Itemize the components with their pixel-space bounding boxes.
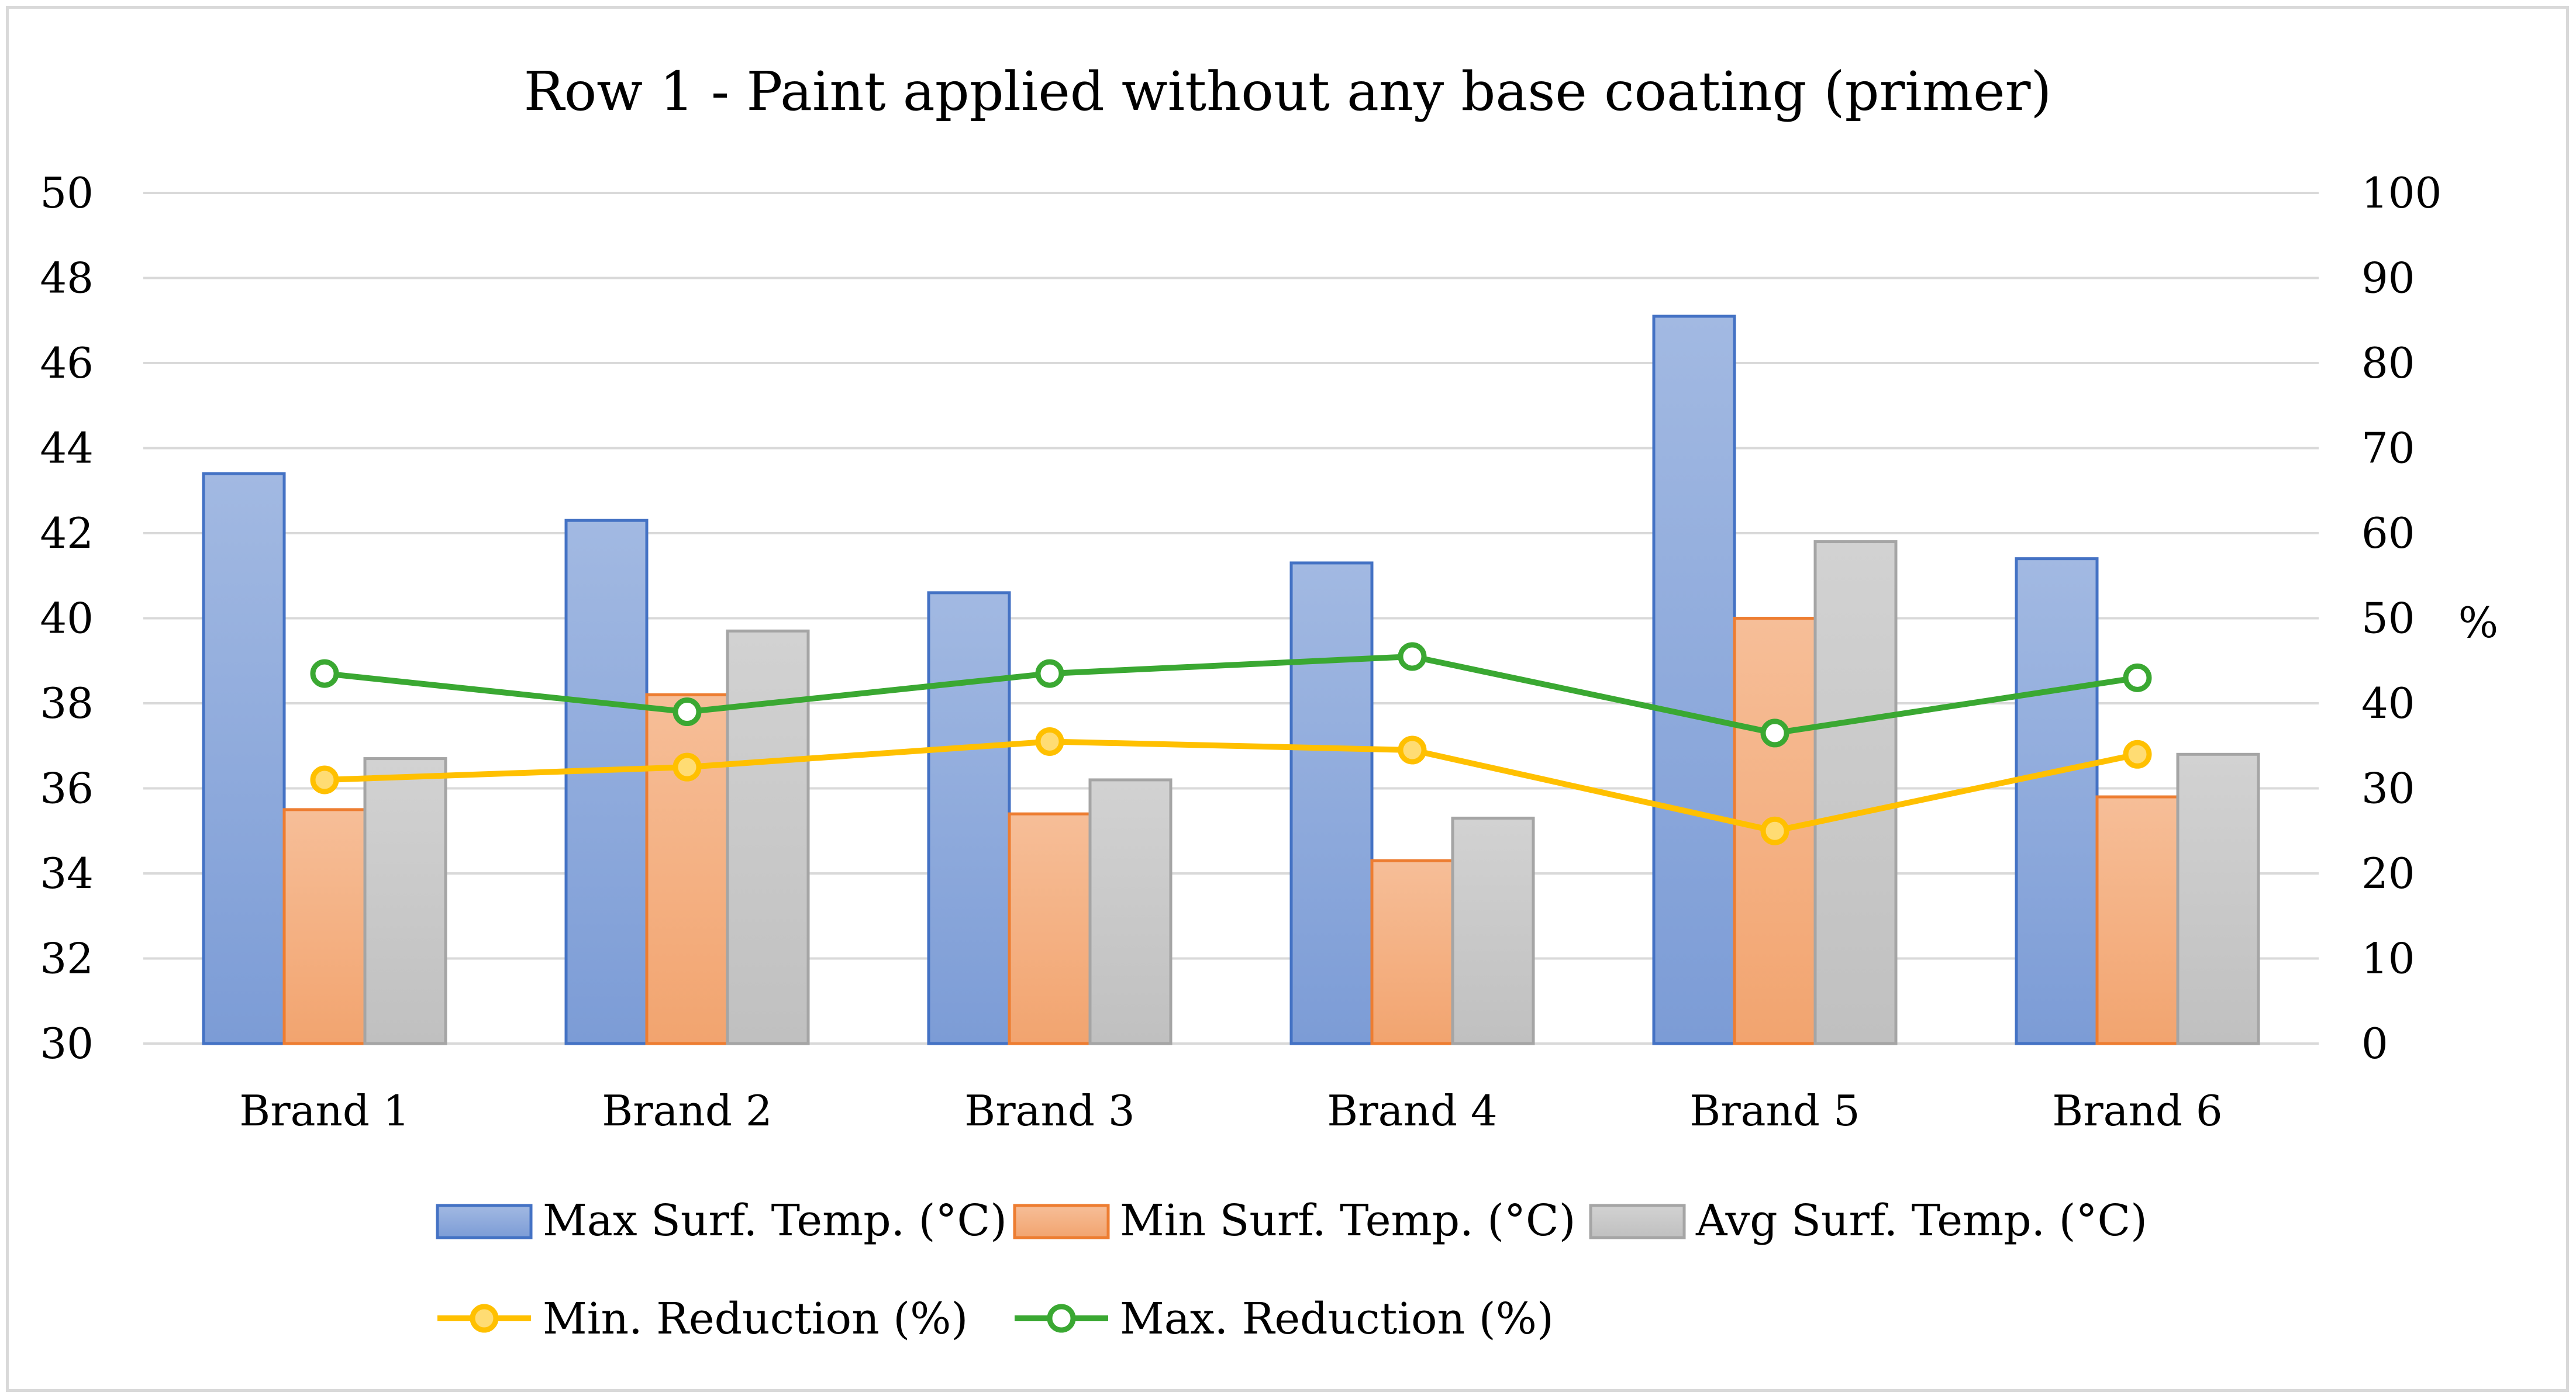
marker-min-reduction-brand-6 bbox=[2123, 740, 2152, 769]
line-min-reduction bbox=[324, 738, 2139, 834]
chart-title: Row 1 - Paint applied without any base c… bbox=[524, 60, 2052, 123]
bars bbox=[202, 315, 2260, 1045]
legend-swatch bbox=[1013, 1204, 1110, 1239]
right-tick-label: 50 bbox=[2361, 594, 2415, 643]
left-tick-label: 48 bbox=[40, 254, 94, 303]
legend-label: Min. Reduction (%) bbox=[543, 1294, 968, 1344]
marker-max-reduction-brand-3 bbox=[1035, 659, 1064, 688]
legend-item-min-surf-temp-c[interactable]: Min Surf. Temp. (°C) bbox=[1013, 1196, 1576, 1246]
legend-swatch bbox=[436, 1204, 533, 1239]
bar-min-surf-temp-c-brand-6 bbox=[2095, 795, 2180, 1045]
bar-max-surf-temp-c-brand-1 bbox=[202, 472, 286, 1045]
right-tick-label: 10 bbox=[2361, 934, 2415, 983]
left-tick-label: 44 bbox=[40, 424, 94, 473]
legend-label: Min Surf. Temp. (°C) bbox=[1120, 1196, 1576, 1246]
legend-label: Max Surf. Temp. (°C) bbox=[543, 1196, 1007, 1246]
left-tick-label: 30 bbox=[40, 1019, 94, 1068]
marker-min-reduction-brand-5 bbox=[1760, 816, 1789, 845]
legend-item-avg-surf-temp-c[interactable]: Avg Surf. Temp. (°C) bbox=[1589, 1196, 2147, 1246]
legend-marker bbox=[1047, 1304, 1076, 1333]
bar-avg-surf-temp-c-brand-5 bbox=[1813, 540, 1898, 1045]
lines bbox=[310, 642, 2152, 845]
category-label: Brand 5 bbox=[1689, 1086, 1860, 1135]
marker-min-reduction-brand-1 bbox=[310, 765, 339, 795]
bar-min-surf-temp-c-brand-4 bbox=[1370, 859, 1454, 1045]
marker-max-reduction-brand-1 bbox=[310, 659, 339, 688]
category-label: Brand 3 bbox=[964, 1086, 1134, 1135]
bar-max-surf-temp-c-brand-6 bbox=[2015, 557, 2099, 1045]
left-axis-ticks: 30 32 34 36 38 40 42 44 46 48 50 bbox=[40, 168, 94, 1068]
category-labels: Brand 1 Brand 2 Brand 3 Brand 4 Brand 5 Brand… bbox=[239, 1086, 2222, 1135]
bar-max-surf-temp-c-brand-3 bbox=[927, 591, 1011, 1045]
bar-min-surf-temp-c-brand-3 bbox=[1008, 812, 1092, 1045]
legend[interactable]: Max Surf. Temp. (°C) Min Surf. Temp. (°C)… bbox=[436, 1196, 2147, 1344]
marker-max-reduction-brand-6 bbox=[2123, 663, 2152, 692]
right-tick-label: 90 bbox=[2361, 254, 2415, 303]
right-tick-label: 70 bbox=[2361, 424, 2415, 473]
bar-avg-surf-temp-c-brand-4 bbox=[1451, 816, 1535, 1045]
right-tick-label: 100 bbox=[2361, 168, 2441, 217]
marker-min-reduction-brand-2 bbox=[673, 752, 702, 782]
bar-max-surf-temp-c-brand-5 bbox=[1652, 315, 1736, 1045]
marker-max-reduction-brand-5 bbox=[1760, 719, 1789, 748]
legend-item-min-reduction[interactable]: Min. Reduction (%) bbox=[437, 1294, 968, 1344]
left-tick-label: 34 bbox=[40, 849, 94, 898]
category-label: Brand 6 bbox=[2052, 1086, 2222, 1135]
legend-item-max-surf-temp-c[interactable]: Max Surf. Temp. (°C) bbox=[436, 1196, 1007, 1246]
right-tick-label: 20 bbox=[2361, 849, 2415, 898]
legend-swatch bbox=[1589, 1204, 1686, 1239]
bar-min-surf-temp-c-brand-2 bbox=[645, 693, 729, 1045]
marker-min-reduction-brand-3 bbox=[1035, 727, 1064, 756]
bar-max-surf-temp-c-brand-2 bbox=[564, 519, 649, 1045]
legend-label: Avg Surf. Temp. (°C) bbox=[1695, 1196, 2147, 1246]
category-label: Brand 4 bbox=[1327, 1086, 1497, 1135]
right-axis-label: % bbox=[2458, 598, 2498, 647]
marker-max-reduction-brand-4 bbox=[1398, 642, 1427, 671]
bar-avg-surf-temp-c-brand-2 bbox=[726, 629, 810, 1045]
legend-label: Max. Reduction (%) bbox=[1120, 1294, 1554, 1344]
right-axis-ticks: 0 10 20 30 40 50 60 70 80 90 100 bbox=[2361, 168, 2441, 1068]
bar-avg-surf-temp-c-brand-1 bbox=[363, 757, 447, 1045]
legend-item-max-reduction[interactable]: Max. Reduction (%) bbox=[1015, 1294, 1554, 1344]
right-tick-label: 0 bbox=[2361, 1019, 2388, 1068]
line-max-reduction bbox=[324, 653, 2138, 736]
legend-marker bbox=[470, 1304, 499, 1333]
marker-max-reduction-brand-2 bbox=[673, 697, 702, 727]
category-label: Brand 1 bbox=[239, 1086, 409, 1135]
left-tick-label: 36 bbox=[40, 764, 94, 813]
bar-avg-surf-temp-c-brand-6 bbox=[2176, 752, 2260, 1045]
right-tick-label: 30 bbox=[2361, 764, 2415, 813]
left-tick-label: 42 bbox=[40, 509, 94, 558]
category-label: Brand 2 bbox=[602, 1086, 772, 1135]
right-tick-label: 40 bbox=[2361, 679, 2415, 728]
chart-frame bbox=[6, 6, 2569, 1392]
left-tick-label: 40 bbox=[40, 594, 94, 643]
left-tick-label: 32 bbox=[40, 934, 94, 983]
marker-min-reduction-brand-4 bbox=[1398, 735, 1427, 765]
bar-max-surf-temp-c-brand-4 bbox=[1289, 561, 1374, 1045]
bar-avg-surf-temp-c-brand-3 bbox=[1088, 778, 1173, 1045]
bar-min-surf-temp-c-brand-1 bbox=[282, 808, 367, 1045]
left-tick-label: 38 bbox=[40, 679, 94, 728]
right-tick-label: 60 bbox=[2361, 509, 2415, 558]
right-tick-label: 80 bbox=[2361, 338, 2415, 388]
left-tick-label: 46 bbox=[40, 338, 94, 388]
gridlines bbox=[143, 192, 2319, 1045]
left-tick-label: 50 bbox=[40, 168, 94, 217]
